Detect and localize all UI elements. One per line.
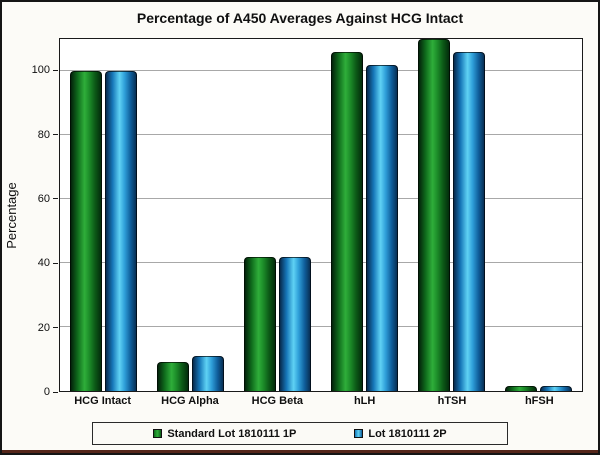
y-tick-mark [53, 134, 58, 136]
bar-group [147, 39, 234, 391]
x-axis-label: hTSH [437, 395, 467, 407]
bar-group [321, 39, 408, 391]
gridline [60, 134, 582, 135]
x-axis-label: HCG Alpha [161, 395, 219, 407]
gridlines [60, 39, 582, 391]
chart-title: Percentage of A450 Averages Against HCG … [136, 10, 464, 26]
y-tick: 20 [38, 322, 58, 334]
x-axis-label: HCG Intact [74, 395, 132, 407]
x-axis-label: hLH [353, 395, 376, 407]
bar [69, 71, 102, 391]
bar [540, 386, 573, 391]
gridline [60, 70, 582, 71]
bar [366, 64, 399, 391]
gridline [60, 262, 582, 263]
bar-group [60, 39, 147, 391]
legend-label-series-1: Standard Lot 1810111 1P [167, 427, 297, 440]
legend-entry-series-1: Standard Lot 1810111 1P [153, 428, 296, 440]
x-axis-labels: HCG Intact HCG Alpha HCG Beta hLH hTSH hFSH [59, 395, 583, 407]
y-tick-mark [53, 391, 58, 393]
y-tick-label: 100 [31, 64, 50, 77]
bar [453, 51, 486, 391]
gridline [60, 198, 582, 199]
y-tick: 0 [44, 386, 58, 398]
y-tick-mark [53, 69, 58, 71]
y-tick: 60 [38, 193, 58, 205]
y-tick: 80 [38, 129, 58, 141]
bar-group [234, 39, 321, 391]
bar [330, 51, 363, 391]
y-tick-mark [53, 262, 58, 264]
bar-group [495, 39, 582, 391]
y-tick: 40 [38, 257, 58, 269]
bar [243, 256, 276, 391]
y-tick: 100 [32, 64, 58, 76]
bar [156, 362, 189, 391]
y-tick-label: 0 [43, 386, 50, 398]
bar [417, 39, 450, 391]
bar [192, 355, 225, 391]
y-tick-mark [53, 198, 58, 200]
legend-entry-series-2: Lot 1810111 2P [354, 427, 447, 440]
y-tick-label: 20 [37, 321, 50, 334]
legend-swatch-blue-icon [354, 429, 364, 438]
y-tick-mark [53, 327, 58, 329]
bar [105, 71, 138, 391]
bar [504, 386, 537, 391]
legend-swatch-green-icon [153, 429, 163, 438]
bar-groups [60, 39, 582, 391]
x-axis-label: HCG Beta [251, 395, 303, 407]
y-axis-ticks: 0 20 40 60 80 100 [18, 38, 58, 398]
y-tick-label: 40 [37, 257, 50, 270]
scan-edge-line [2, 450, 598, 453]
gridline [60, 326, 582, 327]
plot-area [59, 38, 583, 392]
y-tick-label: 60 [37, 192, 50, 205]
y-tick-label: 80 [37, 128, 50, 141]
y-axis-title-text: Percentage [3, 181, 19, 249]
bar [279, 256, 312, 391]
x-axis-label: hFSH [524, 395, 554, 407]
legend: Standard Lot 1810111 1P Lot 1810111 2P [92, 422, 508, 445]
legend-label-series-2: Lot 1810111 2P [368, 427, 447, 440]
bar-group [408, 39, 495, 391]
